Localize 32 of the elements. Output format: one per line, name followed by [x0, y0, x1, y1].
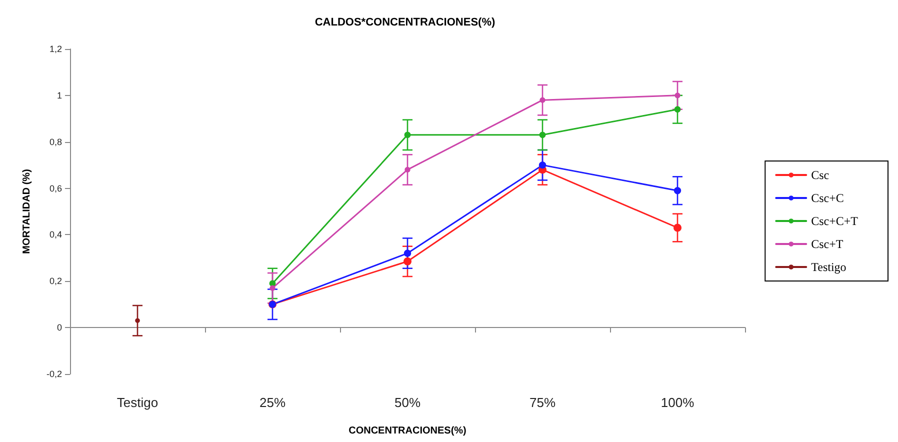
y-tick-label: 0,6 [49, 183, 62, 194]
y-tick-label: 0,8 [49, 136, 62, 147]
point [404, 166, 410, 173]
x-tick-label: 50% [394, 394, 421, 410]
x-axis-title: CONCENTRACIONES(%) [348, 426, 466, 436]
point [404, 132, 411, 138]
y-axis-title: MORTALIDAD (%) [22, 169, 32, 254]
y-tick-label: 1,2 [49, 44, 62, 54]
point [538, 161, 546, 169]
legend-label: Csc+T [811, 237, 844, 251]
x-tick-label: 75% [529, 394, 556, 410]
point [539, 132, 546, 138]
y-tick-label: 0,4 [49, 230, 62, 240]
y-tick-label: -0,2 [46, 368, 62, 379]
x-tick-label: 25% [259, 394, 286, 410]
y-tick-label: 0,2 [49, 276, 62, 286]
point [674, 187, 682, 194]
y-tick-label: 0 [56, 322, 62, 333]
point [540, 97, 546, 103]
point [404, 250, 412, 257]
x-tick-label: Testigo [116, 394, 158, 410]
legend-label: Testigo [811, 260, 846, 274]
point [270, 285, 276, 291]
y-tick-label: 1 [56, 90, 62, 100]
legend-label: Csc [811, 168, 830, 182]
legend-label: Csc+C+T [811, 214, 859, 228]
point [674, 106, 681, 113]
x-tick-label: 100% [660, 394, 695, 410]
legend-label: Csc+C [811, 191, 844, 205]
chart-title: CALDOS*CONCENTRACIONES(%) [314, 16, 496, 28]
point [404, 257, 412, 266]
point [674, 224, 682, 232]
